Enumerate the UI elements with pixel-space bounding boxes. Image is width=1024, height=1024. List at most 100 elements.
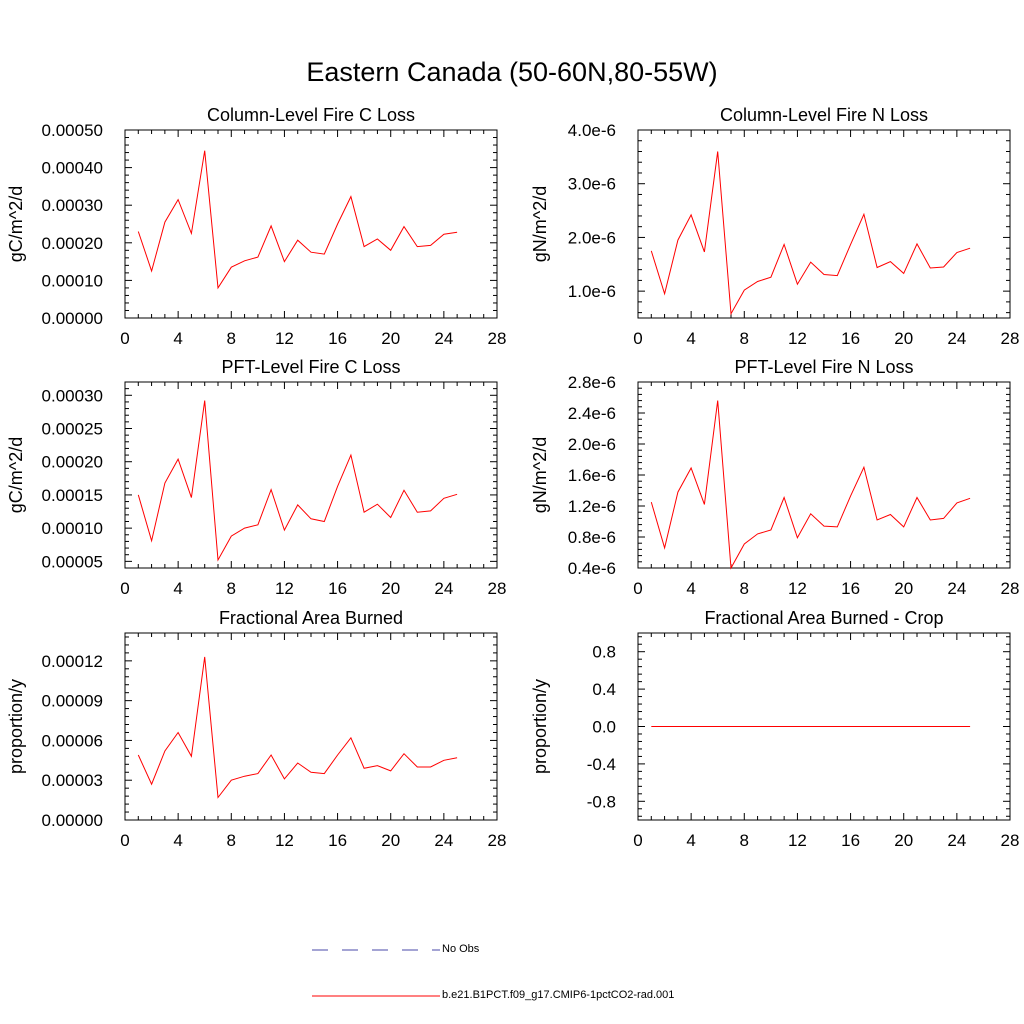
panel-title: Fractional Area Burned - Crop [704,608,943,628]
panel-title: PFT-Level Fire N Loss [734,357,913,377]
x-tick-label: 24 [434,329,453,348]
y-tick-label: 1.0e-6 [568,282,616,301]
x-tick-label: 4 [686,831,695,850]
x-tick-label: 8 [227,831,236,850]
x-tick-label: 12 [788,329,807,348]
y-tick-label: 0.8 [592,643,616,662]
legend-swatch-model-run [312,995,440,997]
x-tick-label: 28 [1001,831,1020,850]
x-tick-label: 24 [434,831,453,850]
legend-label-no-obs: No Obs [442,943,480,955]
y-tick-label: 0.8e-6 [568,528,616,547]
y-axis-label: proportion/y [6,679,26,774]
x-tick-label: 20 [381,831,400,850]
y-tick-label: 0.00010 [42,271,103,290]
y-tick-label: 0.00000 [42,309,103,328]
x-tick-label: 28 [488,329,507,348]
chart-panel-3: 0 4 8 12 16 20 24 28 0.00005 0.00010 0.00015 0.0002… [6,357,506,598]
y-axis-label: gC/m^2/d [6,186,26,262]
panel-title: Fractional Area Burned [219,608,403,628]
x-tick-label: 8 [227,579,236,598]
y-tick-label: -0.8 [587,792,616,811]
plot-frame [124,129,498,319]
y-tick-label: 0.00005 [42,552,103,571]
panel-title: Column-Level Fire C Loss [207,105,415,125]
x-tick-label: 20 [894,831,913,850]
x-tick-label: 20 [381,579,400,598]
y-tick-label: 2.8e-6 [568,373,616,392]
y-tick-label: -0.4 [587,755,616,774]
y-tick-label: 1.2e-6 [568,497,616,516]
x-tick-label: 4 [686,579,695,598]
chart-panel-1: 0 4 8 12 16 20 24 28 0.00000 0.00010 0.00020 0.0003… [6,105,506,348]
x-tick-label: 4 [173,329,182,348]
chart-panel-4: 0 4 8 12 16 20 24 28 0.4e-6 0.8e-6 1.2e-6 1.6e-6 2.0… [530,357,1019,598]
plot-frame [124,381,498,569]
x-tick-label: 16 [841,831,860,850]
series-line [650,400,971,570]
y-axis-label: gC/m^2/d [6,437,26,513]
y-axis-label: gN/m^2/d [530,186,550,262]
x-tick-label: 4 [173,579,182,598]
y-tick-label: 0.0 [592,718,616,737]
legend-swatch-no-obs [312,949,440,951]
y-tick-label: 0.00050 [42,121,103,140]
x-tick-label: 24 [434,579,453,598]
y-tick-label: 0.00025 [42,420,103,439]
plot-frame [637,129,1011,319]
x-tick-label: 12 [275,579,294,598]
x-tick-label: 0 [120,329,129,348]
series-line [137,150,458,290]
legend-label-model-run: b.e21.B1PCT.f09_g17.CMIP6-1pctCO2-rad.00… [442,989,675,1001]
x-tick-label: 0 [633,579,642,598]
y-tick-label: 0.00030 [42,386,103,405]
x-tick-label: 16 [841,579,860,598]
x-tick-label: 28 [1001,579,1020,598]
y-tick-label: 0.4 [592,680,616,699]
figure-title: Eastern Canada (50-60N,80-55W) [306,57,718,87]
series-line [137,656,458,799]
y-tick-label: 4.0e-6 [568,121,616,140]
series-line [137,400,458,562]
x-tick-label: 20 [381,329,400,348]
x-tick-label: 28 [488,831,507,850]
y-tick-label: 0.00020 [42,453,103,472]
y-axis-label: proportion/y [530,679,550,774]
x-tick-label: 28 [488,579,507,598]
chart-panel-6: 0 4 8 12 16 20 24 28 -0.8 -0.4 0.0 0.4 0.8 Fractional… [530,608,1019,850]
x-tick-label: 8 [740,831,749,850]
x-tick-label: 24 [947,579,966,598]
x-tick-label: 16 [328,579,347,598]
y-tick-label: 0.00040 [42,159,103,178]
x-tick-label: 16 [328,329,347,348]
y-tick-label: 0.00030 [42,196,103,215]
x-tick-label: 0 [120,831,129,850]
x-tick-label: 0 [633,831,642,850]
x-tick-label: 0 [120,579,129,598]
x-tick-label: 8 [740,329,749,348]
y-tick-label: 0.00006 [42,731,103,750]
x-tick-label: 24 [947,831,966,850]
y-tick-label: 2.0e-6 [568,228,616,247]
y-tick-label: 1.6e-6 [568,466,616,485]
x-tick-label: 28 [1001,329,1020,348]
y-tick-label: 0.4e-6 [568,559,616,578]
y-axis-label: gN/m^2/d [530,437,550,513]
x-tick-label: 12 [788,831,807,850]
y-tick-label: 0.00015 [42,486,103,505]
y-tick-label: 2.0e-6 [568,435,616,454]
chart-panel-5: 0 4 8 12 16 20 24 28 0.00000 0.00003 0.00006 0.0000… [6,608,506,850]
chart-panel-2: 0 4 8 12 16 20 24 28 1.0e-6 2.0e-6 3.0e-6 4.0e-6 Col… [530,105,1019,348]
plot-frame [124,632,498,821]
panel-title: Column-Level Fire N Loss [720,105,928,125]
x-tick-label: 24 [947,329,966,348]
y-tick-label: 0.00009 [42,692,103,711]
x-tick-label: 16 [328,831,347,850]
x-tick-label: 12 [275,329,294,348]
series-line [650,151,971,316]
y-tick-label: 0.00003 [42,771,103,790]
y-tick-label: 0.00012 [42,652,103,671]
x-tick-label: 4 [686,329,695,348]
y-tick-label: 0.00020 [42,234,103,253]
